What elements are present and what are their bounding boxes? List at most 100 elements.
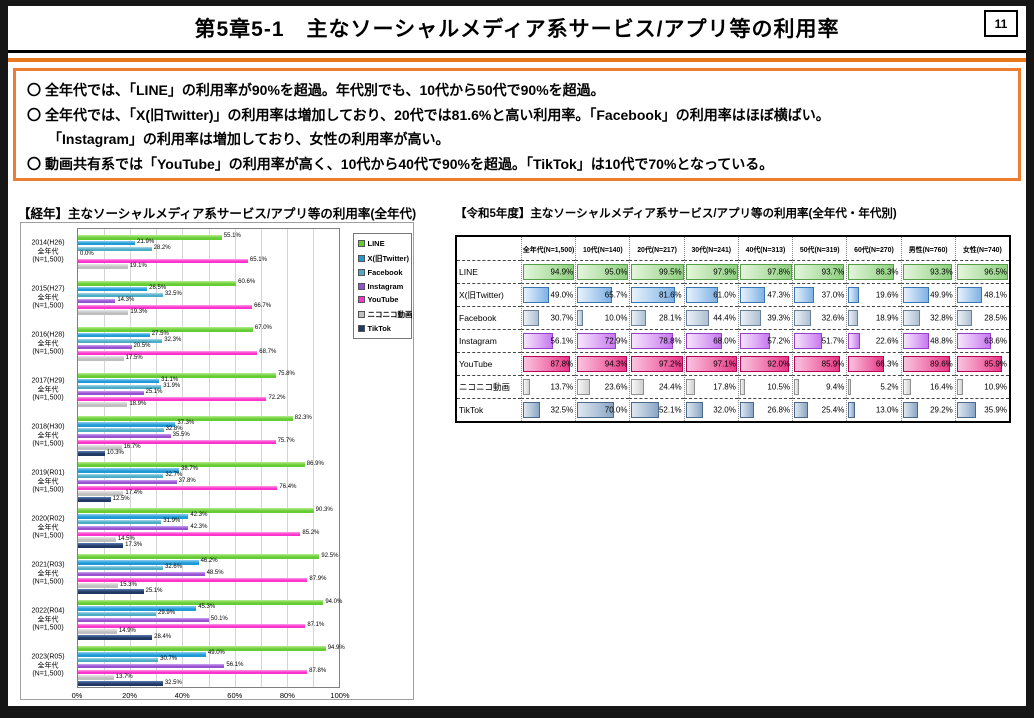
table-cell-value: 68.0% [713, 336, 736, 346]
category-label-line: 全年代 [37, 385, 59, 393]
bar-row: 32.5% [78, 680, 339, 686]
bar [78, 508, 314, 513]
table-cell-value: 32.0% [713, 405, 736, 415]
bar [78, 479, 177, 485]
bar-row: 65.1% [78, 257, 339, 264]
bar-row: 30.7% [78, 656, 339, 663]
table-cell-bar [956, 287, 983, 303]
bar-value-label: 46.2% [200, 558, 218, 565]
x-axis-tick: 80% [279, 691, 295, 700]
table-cell-value: 72.9% [604, 336, 628, 346]
legend-swatch [358, 269, 365, 276]
year-group: 2017(H29) 全年代 (N=1,500) 75.8% 31.1% 31.9% 25.1… [31, 367, 339, 413]
table-cell-value: 52.1% [658, 405, 682, 415]
bar-value-label: 85.2% [302, 530, 320, 537]
bar-row: 42.3% [78, 524, 339, 531]
year-group: 2015(H27) 全年代 (N=1,500) 60.6% 26.5% 32.5% 14.3… [31, 275, 339, 321]
table-cell-value: 25.4% [821, 405, 845, 415]
bar-row: 32.6% [78, 564, 339, 571]
bar [78, 390, 144, 396]
bar-row: 48.5% [78, 570, 339, 577]
bar-value-label: 17.3% [125, 541, 143, 548]
bar-row: 20.5% [78, 343, 339, 350]
age-table-title: 【令和5年度】主なソーシャルメディア系サービス/アプリ等の利用率(全年代・年代別… [455, 208, 897, 220]
table-cell: 19.6% [846, 283, 901, 306]
table-cell-bar [794, 264, 844, 280]
table-cell: 23.6% [575, 375, 630, 398]
table-cell-value: 32.5% [550, 405, 574, 415]
bar-row: 10.3% [78, 449, 339, 456]
bar-row: 19.3% [78, 309, 339, 316]
table-cell: 87.8% [521, 352, 576, 375]
table-cell: 47.3% [737, 283, 793, 306]
gridline [312, 229, 314, 687]
bar-row: 17.5% [78, 355, 339, 362]
legend-swatch [358, 282, 365, 290]
table-cell-bar [902, 287, 930, 303]
bar [78, 433, 171, 439]
bar-value-label: 75.7% [277, 438, 295, 445]
table-cell-bar [902, 379, 912, 395]
category-label-line: 2023(R05) [31, 653, 65, 661]
table-cell-value: 16.4% [930, 382, 953, 392]
category-label-line: 全年代 [37, 339, 59, 347]
bar-value-label: 37.3% [177, 420, 195, 427]
table-cell-value: 99.5% [658, 267, 682, 277]
bar-value-label: 50.1% [210, 616, 228, 623]
legend-label: Facebook [367, 268, 403, 277]
table-cell: 72.9% [575, 329, 630, 352]
category-label-line: (N=1,500) [32, 670, 64, 678]
table-cell: 32.6% [792, 306, 847, 329]
bar-value-label: 14.3% [117, 297, 135, 304]
table-column-header: 全年代(N=1,500) [521, 237, 575, 260]
bar-row: 37.3% [78, 420, 339, 427]
bar-value-label: 25.1% [145, 587, 163, 594]
table-cell-value: 39.3% [767, 313, 791, 323]
table-cell-bar [739, 333, 771, 349]
table-cell-bar [739, 356, 789, 372]
table-column-header: 20代(N=217) [629, 237, 683, 260]
table-cell: 49.9% [900, 283, 955, 306]
table-cell-bar [794, 356, 840, 372]
bar [78, 344, 132, 350]
table-cell-bar [685, 264, 738, 280]
table-cell-bar [523, 264, 574, 280]
table-cell-value: 9.4% [826, 382, 845, 392]
bar-row: 66.7% [78, 303, 339, 310]
bar-value-label: 29.9% [158, 610, 176, 617]
bar-row: 18.9% [78, 401, 339, 408]
table-cell-value: 26.8% [767, 405, 791, 415]
bar-row: 72.2% [78, 395, 339, 402]
bar-value-label: 10.3% [106, 449, 124, 456]
table-cell: 95.0% [575, 260, 630, 283]
year-group: 2022(R04) 全年代 (N=1,500) 94.0% 45.3% 29.9% 50.1… [31, 597, 342, 643]
table-cell: 70.0% [575, 398, 630, 421]
table-cell-bar [848, 264, 895, 280]
table-cell: 97.1% [683, 352, 738, 375]
bar-value-label: 37.8% [178, 478, 196, 485]
bar-value-label: 65.1% [249, 257, 267, 264]
year-group: 2016(H28) 全年代 (N=1,500) 67.0% 27.5% 32.3% 20.5… [31, 321, 339, 367]
bar [78, 427, 164, 433]
table-cell-value: 81.6% [658, 290, 682, 300]
bar [78, 416, 293, 421]
table-cell: 97.9% [683, 260, 738, 283]
bullet-marker: 〇 [27, 155, 41, 172]
table-cell-value: 85.9% [821, 359, 845, 369]
bar [78, 332, 150, 338]
table-cell: 29.2% [900, 398, 955, 421]
table-cell-value: 94.9% [550, 267, 574, 277]
bar-row: 42.3% [78, 512, 339, 519]
table-cell-value: 97.1% [713, 359, 736, 369]
table-cell: 94.9% [521, 260, 576, 283]
category-label: 2018(H30) 全年代 (N=1,500) [23, 423, 73, 449]
table-cell-value: 44.4% [713, 313, 736, 323]
table-cell-value: 92.0% [767, 359, 791, 369]
table-cell: 13.7% [521, 375, 576, 398]
table-cell: 94.3% [575, 352, 630, 375]
table-cell-bar [523, 310, 540, 326]
bar-value-label: 30.7% [160, 656, 178, 663]
table-cell: 51.7% [792, 329, 847, 352]
table-column-header: 10代(N=140) [575, 237, 629, 260]
table-cell-bar [848, 333, 861, 349]
